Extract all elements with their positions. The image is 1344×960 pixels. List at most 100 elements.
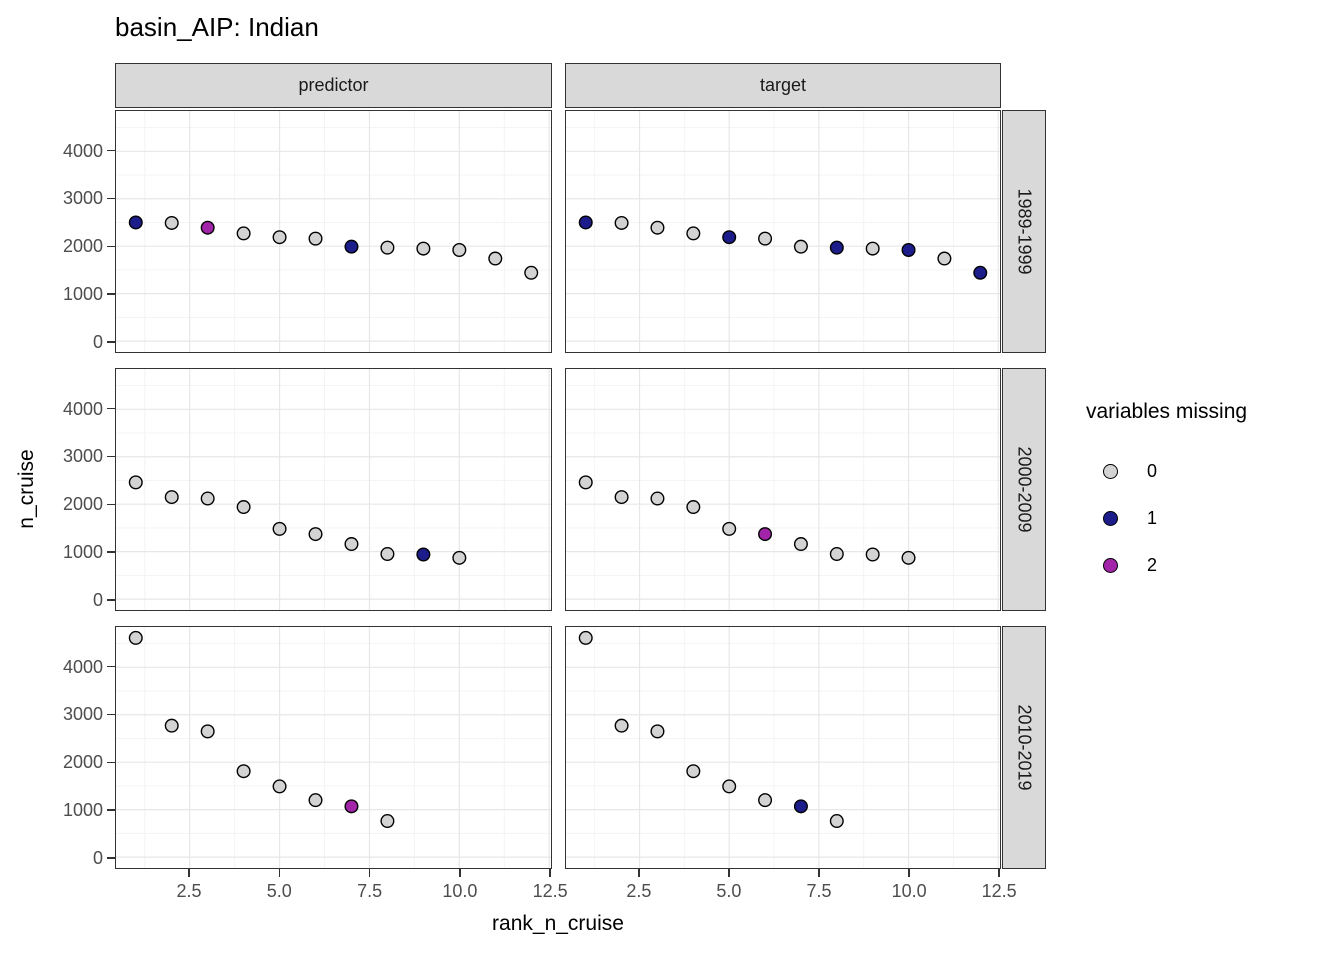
x-tick-label: 12.5 xyxy=(981,881,1017,901)
facet-column-strip-predictor-label: predictor xyxy=(298,75,369,95)
x-tick-label: 2.5 xyxy=(626,881,652,901)
y-tick-label: 1000 xyxy=(62,800,103,821)
panel-predictor-1989-1999 xyxy=(115,110,552,353)
data-point xyxy=(578,630,593,645)
legend-key-circle-2-icon xyxy=(1103,558,1118,573)
data-point xyxy=(650,220,665,235)
legend-item-1: 1 xyxy=(1086,495,1336,542)
panel-target-2000-2009 xyxy=(565,368,1001,611)
legend-item-2: 2 xyxy=(1086,542,1336,589)
data-point xyxy=(722,779,737,794)
x-tick-label: 7.5 xyxy=(806,881,832,901)
y-tick-mark xyxy=(107,293,115,295)
y-tick-mark xyxy=(107,503,115,506)
x-tick-mark xyxy=(368,869,371,877)
data-point xyxy=(236,500,251,515)
facet-row-strip-2000-2009-label: 2000-2009 xyxy=(1014,446,1035,533)
panel-target-2010-2019 xyxy=(565,626,1001,869)
data-point xyxy=(793,537,808,552)
y-tick-mark xyxy=(107,761,115,764)
data-point xyxy=(416,547,431,562)
data-point xyxy=(164,215,179,230)
y-tick-mark xyxy=(107,455,115,458)
panel-predictor-2000-2009 xyxy=(115,368,552,611)
y-tick-mark xyxy=(107,713,115,716)
data-point xyxy=(865,241,880,256)
data-point xyxy=(686,500,701,515)
y-tick-label: 0 xyxy=(92,589,103,610)
data-point xyxy=(793,799,808,814)
y-tick-mark xyxy=(107,599,115,601)
data-point xyxy=(722,230,737,245)
data-point xyxy=(164,718,179,733)
data-point xyxy=(128,630,143,645)
y-tick-label: 4000 xyxy=(62,398,103,419)
data-point xyxy=(829,814,844,829)
facet-column-strip-target-label: target xyxy=(759,75,807,95)
x-tick-mark xyxy=(549,869,551,877)
x-axis-title: rank_n_cruise xyxy=(492,912,624,935)
legend-key-circle-1-icon xyxy=(1103,511,1118,526)
data-point xyxy=(164,490,179,505)
data-point xyxy=(865,547,880,562)
data-point xyxy=(236,226,251,241)
data-point xyxy=(758,231,773,246)
panel-canvas xyxy=(116,627,551,868)
panel-canvas xyxy=(116,369,551,610)
y-tick-mark xyxy=(107,245,115,248)
data-point xyxy=(901,550,916,565)
y-tick-mark xyxy=(107,857,115,859)
y-tick-mark xyxy=(107,407,115,410)
data-point xyxy=(272,521,287,536)
data-point xyxy=(272,230,287,245)
data-point xyxy=(901,243,916,258)
data-point xyxy=(344,537,359,552)
data-point xyxy=(650,724,665,739)
y-tick-label: 3000 xyxy=(62,704,103,725)
y-tick-label: 3000 xyxy=(62,188,103,209)
y-tick-mark xyxy=(107,149,115,152)
data-point xyxy=(614,490,629,505)
data-point xyxy=(758,793,773,808)
panel-canvas xyxy=(566,369,1000,610)
panel-canvas xyxy=(566,627,1000,868)
data-point xyxy=(380,240,395,255)
data-point xyxy=(128,475,143,490)
data-point xyxy=(937,251,952,266)
data-point xyxy=(578,215,593,230)
y-tick-label: 1000 xyxy=(62,542,103,563)
legend-label-2: 2 xyxy=(1147,555,1158,575)
y-tick-label: 2000 xyxy=(62,494,103,515)
data-point xyxy=(344,799,359,814)
facet-row-strip-1989-1999-label: 1989-1999 xyxy=(1014,188,1035,275)
data-point xyxy=(380,814,395,829)
panel-predictor-2010-2019 xyxy=(115,626,552,869)
facet-column-strip-target: target xyxy=(565,63,1001,108)
facet-column-strip-predictor: predictor xyxy=(115,63,552,108)
data-point xyxy=(614,215,629,230)
y-tick-mark xyxy=(107,809,115,811)
data-point xyxy=(308,231,323,246)
data-point xyxy=(686,226,701,241)
y-tick-mark xyxy=(107,197,115,200)
data-point xyxy=(758,527,773,542)
y-tick-label: 2000 xyxy=(62,752,103,773)
y-tick-label: 4000 xyxy=(62,656,103,677)
data-point xyxy=(200,724,215,739)
panel-canvas xyxy=(566,111,1000,352)
data-point xyxy=(578,475,593,490)
x-tick-mark xyxy=(278,869,281,877)
y-tick-label: 0 xyxy=(92,847,103,868)
data-point xyxy=(344,239,359,254)
x-tick-mark xyxy=(818,869,820,877)
data-point xyxy=(722,521,737,536)
y-axis-title: n_cruise xyxy=(15,449,38,529)
x-tick-label: 12.5 xyxy=(532,881,568,901)
y-tick-mark xyxy=(107,665,115,668)
data-point xyxy=(650,491,665,506)
x-tick-mark xyxy=(728,869,730,877)
facet-row-strip-2000-2009: 2000-2009 xyxy=(1002,368,1046,611)
x-tick-label: 10.0 xyxy=(442,881,478,901)
data-point xyxy=(452,243,467,258)
